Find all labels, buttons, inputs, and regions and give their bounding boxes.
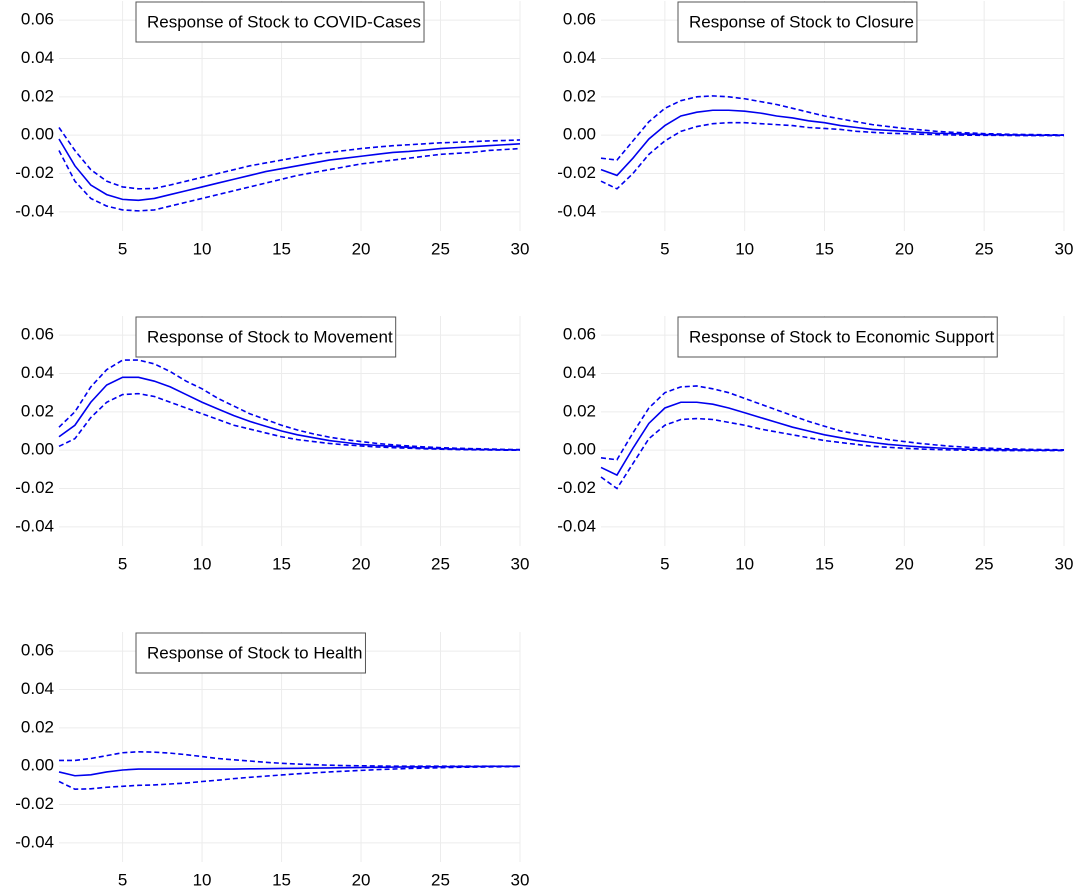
x-tick-label: 10 [193,239,212,258]
x-tick-label: 5 [118,554,127,573]
y-tick-label: 0.00 [21,440,54,459]
band-line [600,121,1064,190]
x-tick-label: 25 [975,239,994,258]
y-tick-label: 0.04 [21,679,54,698]
x-tick-label: 5 [118,239,127,258]
x-tick-label: 30 [1055,239,1074,258]
x-tick-label: 30 [511,554,530,573]
response-line [58,376,521,451]
title-box [677,1,918,43]
y-tick-label: 0.02 [21,717,54,736]
chart-title: Response of Stock to COVID-Cases [147,12,421,31]
band-line [58,147,521,212]
x-tick-label: 15 [815,239,834,258]
chart-title: Response of Stock to Closure [689,12,914,31]
title-box [135,632,366,674]
x-tick-label: 15 [272,870,291,889]
band-line [600,95,1065,161]
band-line [600,417,1064,490]
y-tick-label: 0.04 [563,48,596,67]
x-tick-label: 20 [895,554,914,573]
band-line [58,765,521,790]
x-tick-label: 20 [895,239,914,258]
band-line [59,750,520,767]
y-tick-label: -0.04 [15,832,54,851]
x-tick-label: 20 [352,554,371,573]
y-tick-label: 0.06 [21,10,54,29]
x-tick-label: 15 [272,239,291,258]
x-tick-label: 10 [735,239,754,258]
y-tick-label: -0.02 [15,478,54,497]
y-tick-label: 0.06 [21,325,54,344]
x-tick-label: 10 [735,554,754,573]
band-line [58,127,521,190]
x-tick-label: 20 [352,239,371,258]
chart-title: Response of Stock to Movement [147,327,393,346]
x-tick-label: 20 [352,870,371,889]
y-tick-label: 0.06 [563,10,596,29]
y-tick-label: 0.02 [21,86,54,105]
x-tick-label: 25 [431,239,450,258]
y-tick-label: -0.02 [15,794,54,813]
y-tick-label: 0.02 [563,86,596,105]
y-tick-label: 0.00 [563,440,596,459]
y-tick-label: 0.00 [21,125,54,144]
title-box [677,316,998,358]
y-tick-label: 0.06 [21,641,54,660]
y-tick-label: 0.00 [563,125,596,144]
band-line [600,385,1065,461]
y-tick-label: 0.06 [563,325,596,344]
y-tick-label: -0.02 [15,163,54,182]
x-tick-label: 5 [660,554,669,573]
x-tick-label: 15 [815,554,834,573]
response-line [600,401,1064,477]
x-tick-label: 10 [193,554,212,573]
y-tick-label: 0.04 [21,48,54,67]
y-tick-label: 0.04 [21,363,54,382]
x-tick-label: 15 [272,554,291,573]
y-tick-label: -0.04 [15,201,54,220]
x-tick-label: 25 [431,554,450,573]
x-tick-label: 25 [975,554,994,573]
chart-title: Response of Stock to Health [147,643,362,662]
x-tick-label: 5 [118,870,127,889]
y-tick-label: -0.04 [557,201,596,220]
x-tick-label: 30 [1055,554,1074,573]
y-tick-label: -0.02 [557,478,596,497]
title-box [135,1,425,43]
response-line [58,138,521,202]
y-tick-label: -0.02 [557,163,596,182]
y-tick-label: 0.02 [563,401,596,420]
response-line [600,109,1064,177]
chart-title: Response of Stock to Economic Support [689,327,994,346]
x-tick-label: 30 [511,870,530,889]
x-tick-label: 5 [660,239,669,258]
band-line [58,359,521,451]
x-tick-label: 10 [193,870,212,889]
y-tick-label: 0.00 [21,756,54,775]
y-tick-label: 0.02 [21,401,54,420]
x-tick-label: 25 [431,870,450,889]
y-tick-label: -0.04 [15,516,54,535]
title-box [135,316,397,358]
band-line [58,392,520,451]
y-tick-label: -0.04 [557,516,596,535]
x-tick-label: 30 [511,239,530,258]
y-tick-label: 0.04 [563,363,596,382]
